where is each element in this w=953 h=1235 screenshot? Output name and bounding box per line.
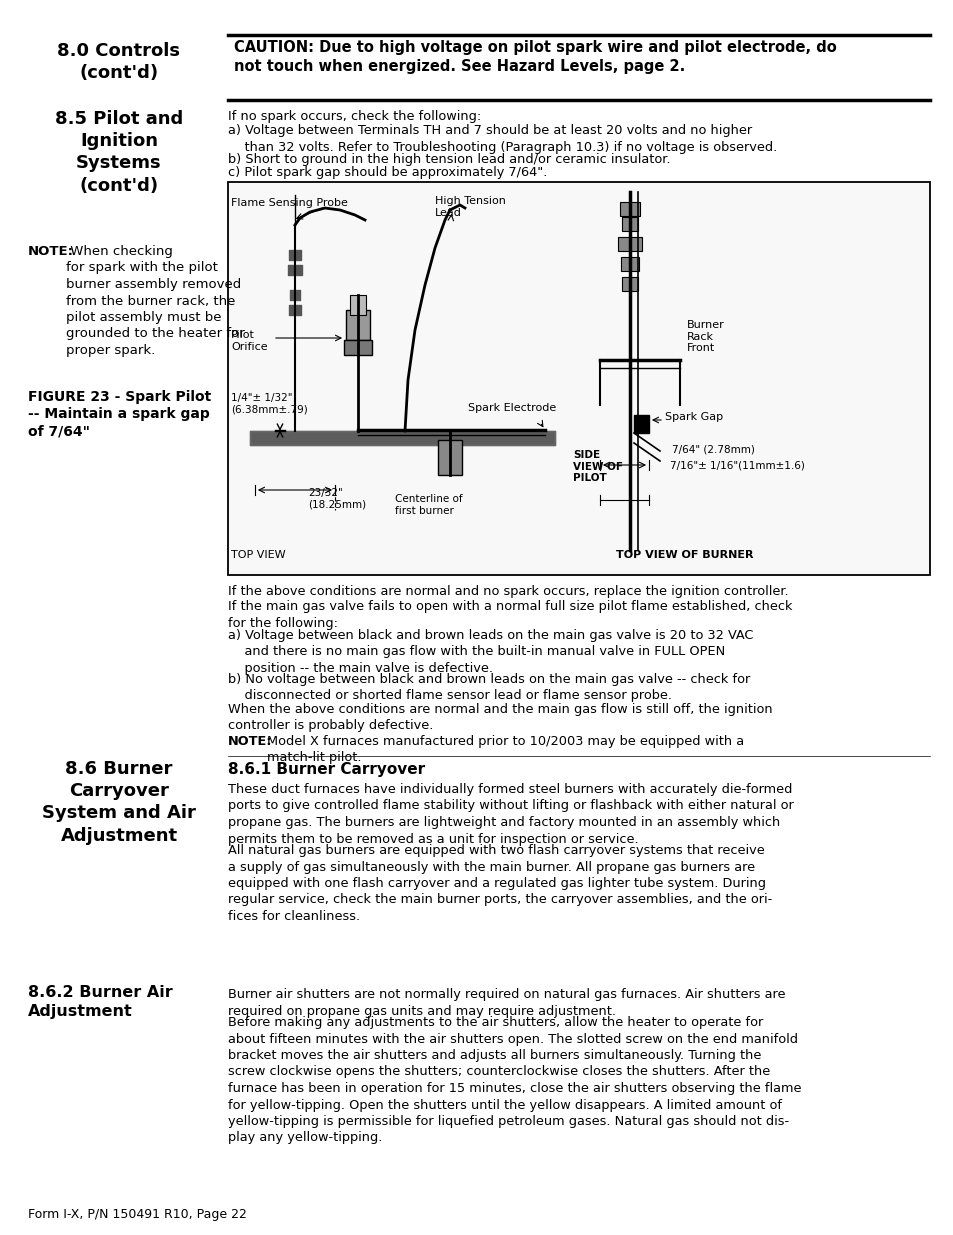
Text: Burner air shutters are not normally required on natural gas furnaces. Air shutt: Burner air shutters are not normally req… xyxy=(228,988,784,1018)
Text: 7/16"± 1/16"(11mm±1.6): 7/16"± 1/16"(11mm±1.6) xyxy=(669,459,804,471)
Text: When checking
for spark with the pilot
burner assembly removed
from the burner r: When checking for spark with the pilot b… xyxy=(66,245,245,357)
Bar xyxy=(228,182,929,576)
Text: Spark Electrode: Spark Electrode xyxy=(468,403,556,412)
Text: Pilot
Orifice: Pilot Orifice xyxy=(231,330,268,352)
Text: SIDE
VIEW OF
PILOT: SIDE VIEW OF PILOT xyxy=(573,450,622,483)
Text: 8.6.2 Burner Air
Adjustment: 8.6.2 Burner Air Adjustment xyxy=(28,986,172,1019)
Text: Centerline of
first burner: Centerline of first burner xyxy=(395,494,462,515)
Text: 8.6.1 Burner Carryover: 8.6.1 Burner Carryover xyxy=(228,762,425,777)
Bar xyxy=(620,257,639,270)
Text: TOP VIEW: TOP VIEW xyxy=(231,550,285,559)
Text: b) No voltage between black and brown leads on the main gas valve -- check for
 : b) No voltage between black and brown le… xyxy=(228,673,749,703)
Text: 7/64" (2.78mm): 7/64" (2.78mm) xyxy=(671,445,754,454)
Bar xyxy=(350,295,366,315)
Text: a) Voltage between black and brown leads on the main gas valve is 20 to 32 VAC
 : a) Voltage between black and brown leads… xyxy=(228,629,753,676)
Text: High Tension
Lead: High Tension Lead xyxy=(435,196,505,217)
Bar xyxy=(437,440,461,475)
Text: 23/32"
(18.25mm): 23/32" (18.25mm) xyxy=(308,488,366,510)
Text: a) Voltage between Terminals TH and 7 should be at least 20 volts and no higher
: a) Voltage between Terminals TH and 7 sh… xyxy=(228,124,777,153)
Text: Spark Gap: Spark Gap xyxy=(664,412,722,422)
Text: Before making any adjustments to the air shutters, allow the heater to operate f: Before making any adjustments to the air… xyxy=(228,1016,801,1145)
Text: Flame Sensing Probe: Flame Sensing Probe xyxy=(231,198,348,207)
Bar xyxy=(619,203,639,216)
Text: CAUTION: Due to high voltage on pilot spark wire and pilot electrode, do
not tou: CAUTION: Due to high voltage on pilot sp… xyxy=(233,40,836,74)
Text: If the main gas valve fails to open with a normal full size pilot flame establis: If the main gas valve fails to open with… xyxy=(228,600,792,630)
Text: When the above conditions are normal and the main gas flow is still off, the ign: When the above conditions are normal and… xyxy=(228,703,772,732)
Text: FIGURE 23 - Spark Pilot
-- Maintain a spark gap
of 7/64": FIGURE 23 - Spark Pilot -- Maintain a sp… xyxy=(28,390,211,438)
Bar xyxy=(621,277,638,291)
Text: 8.5 Pilot and
Ignition
Systems
(cont'd): 8.5 Pilot and Ignition Systems (cont'd) xyxy=(55,110,183,195)
Text: NOTE:: NOTE: xyxy=(228,735,273,748)
Text: If no spark occurs, check the following:: If no spark occurs, check the following: xyxy=(228,110,480,124)
Bar xyxy=(344,340,372,354)
Bar xyxy=(634,415,648,433)
Text: If the above conditions are normal and no spark occurs, replace the ignition con: If the above conditions are normal and n… xyxy=(228,585,788,598)
Text: 8.6 Burner
Carryover
System and Air
Adjustment: 8.6 Burner Carryover System and Air Adju… xyxy=(42,760,195,845)
Bar xyxy=(618,237,641,251)
Text: 1/4"± 1/32"
(6.38mm±.79): 1/4"± 1/32" (6.38mm±.79) xyxy=(231,393,308,415)
Bar xyxy=(346,310,370,340)
Text: c) Pilot spark gap should be approximately 7/64".: c) Pilot spark gap should be approximate… xyxy=(228,165,547,179)
Text: Model X furnaces manufactured prior to 10/2003 may be equipped with a
match-lit : Model X furnaces manufactured prior to 1… xyxy=(267,735,743,764)
Text: All natural gas burners are equipped with two flash carryover systems that recei: All natural gas burners are equipped wit… xyxy=(228,844,771,923)
Text: TOP VIEW OF BURNER: TOP VIEW OF BURNER xyxy=(616,550,753,559)
Text: NOTE:: NOTE: xyxy=(28,245,74,258)
Text: These duct furnaces have individually formed steel burners with accurately die-f: These duct furnaces have individually fo… xyxy=(228,783,793,846)
Text: b) Short to ground in the high tension lead and/or ceramic insulator.: b) Short to ground in the high tension l… xyxy=(228,153,670,165)
Text: Form I-X, P/N 150491 R10, Page 22: Form I-X, P/N 150491 R10, Page 22 xyxy=(28,1208,247,1221)
Text: Burner
Rack
Front: Burner Rack Front xyxy=(686,320,724,353)
Text: 8.0 Controls
(cont'd): 8.0 Controls (cont'd) xyxy=(57,42,180,83)
Bar xyxy=(621,217,638,231)
